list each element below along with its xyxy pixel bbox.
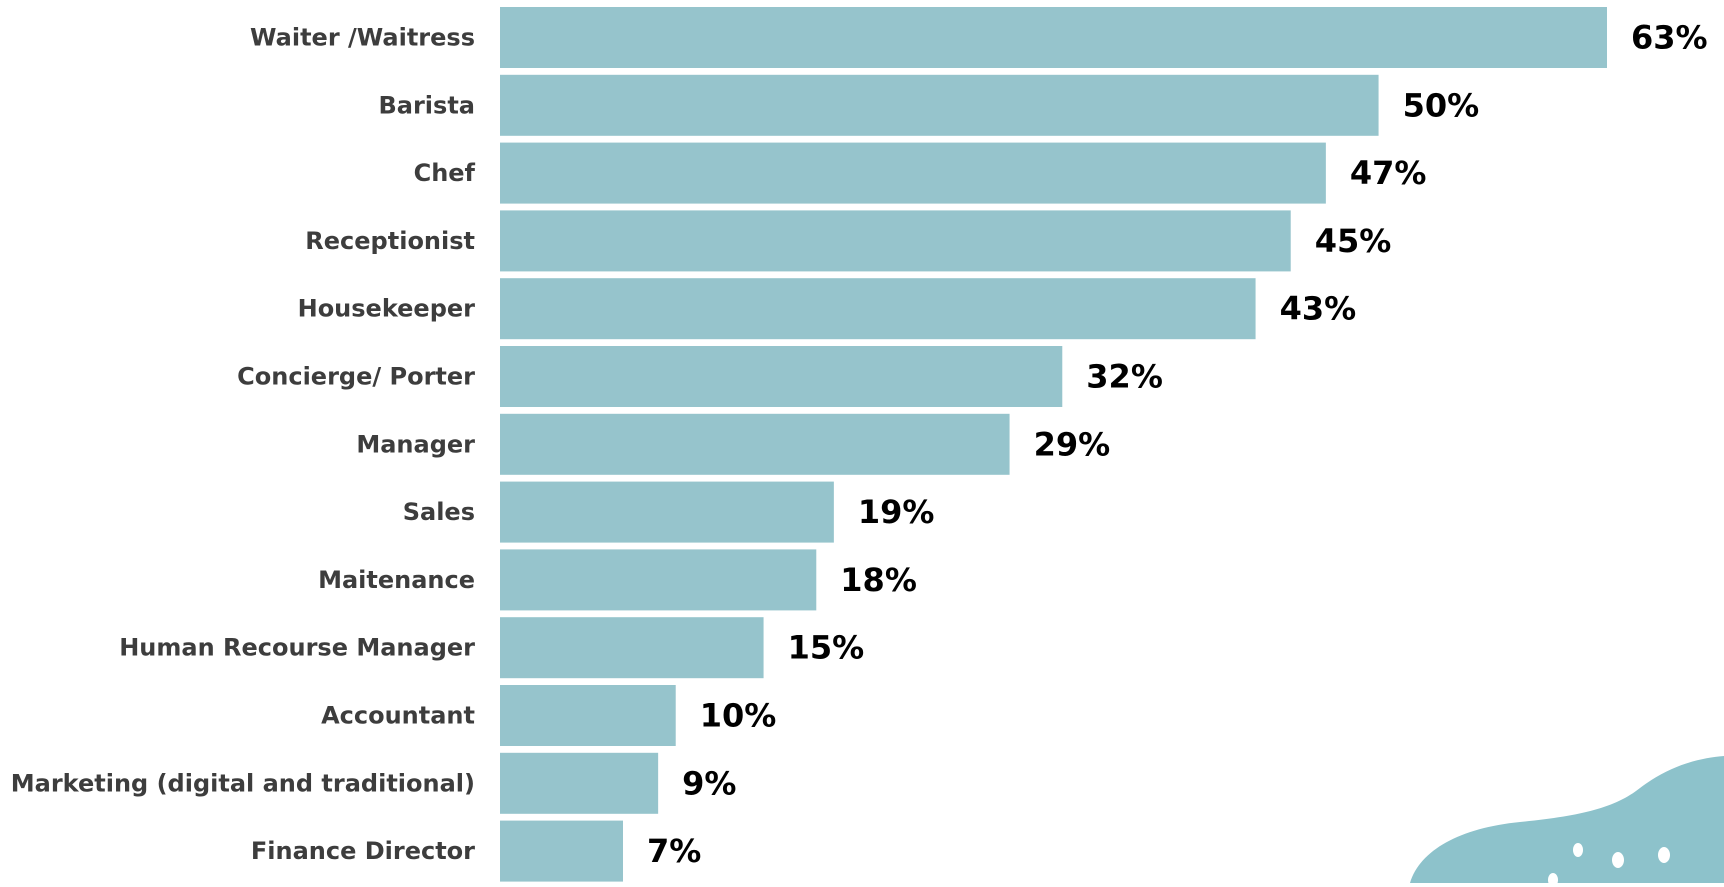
category-label-accountant: Accountant	[321, 702, 475, 730]
bar-finance-director	[500, 820, 623, 882]
bar-waiter-waitress	[500, 7, 1607, 68]
category-label-barista: Barista	[378, 91, 475, 119]
bar-concierge-porter	[500, 346, 1063, 407]
bar-accountant	[500, 685, 676, 746]
value-label-maitenance: 18%	[840, 561, 917, 599]
category-labels-layer: Waiter /Waitress Barista Chef Receptionist H…	[11, 24, 476, 866]
category-label-manager: Manager	[356, 430, 475, 458]
category-label-concierge-porter: Concierge/ Porter	[237, 363, 475, 391]
bar-manager	[500, 413, 1010, 475]
decorative-dot-2	[1612, 852, 1624, 868]
value-label-barista: 50%	[1403, 86, 1480, 124]
decorative-blob-shape	[1410, 756, 1724, 883]
bar-human-recourse-manager	[500, 617, 764, 679]
decorative-dot-3	[1658, 847, 1670, 863]
value-label-marketing-digital-and-traditional: 9%	[682, 764, 736, 802]
bar-marketing-digital-and-traditional	[500, 752, 659, 814]
bar-barista	[500, 74, 1379, 136]
bar-receptionist	[500, 210, 1291, 272]
value-label-housekeeper: 43%	[1280, 290, 1357, 328]
category-label-chef: Chef	[414, 159, 476, 187]
value-label-concierge-porter: 32%	[1086, 358, 1163, 396]
category-label-marketing-digital-and-traditional: Marketing (digital and traditional)	[11, 769, 475, 797]
value-label-sales: 19%	[858, 493, 935, 531]
category-label-maitenance: Maitenance	[318, 566, 475, 594]
category-label-finance-director: Finance Director	[251, 837, 475, 865]
category-label-sales: Sales	[403, 498, 475, 526]
bars-layer	[500, 7, 1607, 882]
value-labels-layer: 63% 50% 47% 45% 43% 32% 29% 19% 18% 15% 10% 9% 7%	[647, 19, 1708, 871]
value-label-finance-director: 7%	[647, 832, 701, 870]
bar-sales	[500, 481, 834, 543]
bar-chef	[500, 142, 1326, 204]
value-label-chef: 47%	[1350, 154, 1427, 192]
value-label-receptionist: 45%	[1315, 222, 1392, 260]
decorative-blob	[1410, 756, 1724, 887]
bar-housekeeper	[500, 278, 1256, 340]
value-label-human-recourse-manager: 15%	[788, 629, 865, 667]
value-label-waiter-waitress: 63%	[1631, 19, 1708, 57]
value-label-manager: 29%	[1034, 425, 1111, 463]
category-label-housekeeper: Housekeeper	[298, 295, 476, 323]
category-label-human-recourse-manager: Human Recourse Manager	[119, 634, 475, 662]
value-label-accountant: 10%	[700, 697, 777, 735]
category-label-receptionist: Receptionist	[305, 227, 475, 255]
bar-maitenance	[500, 549, 817, 611]
category-label-waiter-waitress: Waiter /Waitress	[250, 24, 475, 52]
decorative-dot-1	[1573, 843, 1583, 857]
